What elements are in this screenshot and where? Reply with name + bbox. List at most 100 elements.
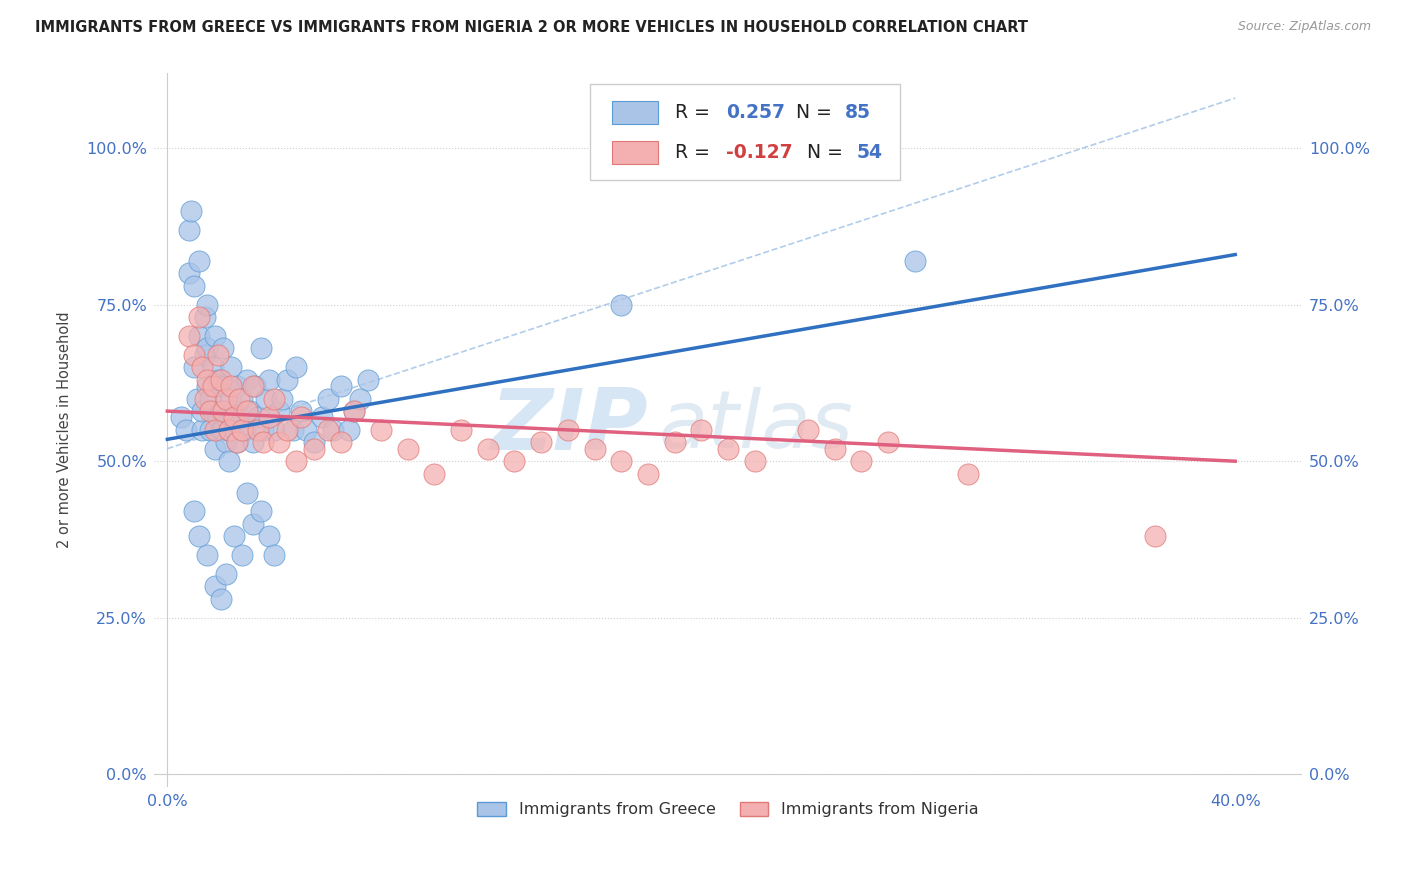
Point [263,548,285,562]
Point [224,410,246,425]
Point [191,423,214,437]
Point [204,579,226,593]
Point [215,379,238,393]
Text: R =: R = [675,143,716,161]
Point [370,423,392,437]
Point [329,379,352,393]
Point [583,442,606,456]
Point [218,423,240,437]
Point [503,454,526,468]
Point [215,435,238,450]
Point [183,360,205,375]
Point [177,329,200,343]
Text: IMMIGRANTS FROM GREECE VS IMMIGRANTS FROM NIGERIA 2 OR MORE VEHICLES IN HOUSEHOL: IMMIGRANTS FROM GREECE VS IMMIGRANTS FRO… [35,20,1028,35]
Point [212,423,235,437]
Point [201,379,224,393]
Point [316,392,339,406]
Point [194,348,217,362]
Point [271,392,294,406]
Point [252,435,274,450]
Point [198,392,221,406]
Point [183,348,205,362]
Point [188,253,211,268]
Point [263,423,285,437]
Point [225,379,247,393]
Point [177,266,200,280]
Point [198,404,221,418]
Point [224,529,246,543]
Point [690,423,713,437]
Point [744,454,766,468]
Point [329,435,352,450]
Point [186,392,208,406]
Point [252,423,274,437]
FancyBboxPatch shape [612,141,658,164]
FancyBboxPatch shape [591,84,900,180]
Point [218,423,240,437]
Point [557,423,579,437]
Point [207,410,229,425]
Point [269,435,291,450]
Point [231,423,253,437]
Point [281,423,304,437]
Point [197,379,219,393]
Point [225,435,247,450]
Text: 54: 54 [856,143,883,161]
Point [197,373,219,387]
Point [356,373,378,387]
Point [302,442,325,456]
Point [316,423,339,437]
Point [337,423,360,437]
Point [231,548,253,562]
Point [236,485,259,500]
Point [343,404,366,418]
Point [236,373,259,387]
Point [225,435,247,450]
Point [215,566,238,581]
Point [284,454,307,468]
Point [396,442,419,456]
Point [197,548,219,562]
Point [263,392,285,406]
Legend: Immigrants from Greece, Immigrants from Nigeria: Immigrants from Greece, Immigrants from … [470,794,987,825]
Text: N =: N = [807,143,849,161]
Point [221,360,243,375]
Point [302,435,325,450]
Point [717,442,740,456]
Point [215,410,238,425]
Point [174,423,197,437]
Point [664,435,686,450]
Point [209,423,232,437]
Point [254,392,277,406]
Text: N =: N = [796,103,838,121]
Point [247,410,270,425]
Point [194,392,217,406]
Point [224,423,246,437]
Point [236,404,259,418]
Point [212,404,235,418]
Point [311,410,333,425]
Point [212,342,235,356]
Point [188,329,211,343]
Point [197,298,219,312]
Point [245,379,267,393]
Point [242,516,264,531]
Point [188,529,211,543]
Text: ZIP: ZIP [491,384,648,467]
Point [610,298,633,312]
Point [209,591,232,606]
Point [228,410,250,425]
Point [198,423,221,437]
Text: Source: ZipAtlas.com: Source: ZipAtlas.com [1237,20,1371,33]
Point [224,404,246,418]
Text: R =: R = [675,103,716,121]
Point [349,392,371,406]
Point [423,467,446,481]
Point [209,379,232,393]
Point [269,404,291,418]
Point [257,410,280,425]
Point [824,442,846,456]
Point [276,423,298,437]
Point [191,404,214,418]
Point [228,392,250,406]
